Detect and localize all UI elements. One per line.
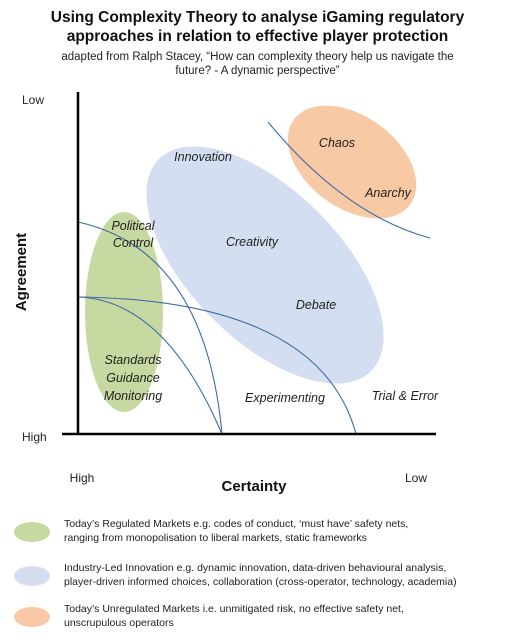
legend-unregulated-line2: unscrupulous operators [64,616,174,629]
guidance-label: Guidance [106,371,160,385]
standards-label: Standards [105,353,162,367]
x-axis-high-label: High [70,471,95,485]
diagram-subtitle: adapted from Ralph Stacey, “How can comp… [0,50,515,78]
monitoring-label: Monitoring [104,389,162,403]
legend-industry-line1: Industry-Led Innovation e.g. dynamic inn… [64,562,447,574]
political-label-line2: Control [113,236,155,250]
middle-boundary-curve [77,296,223,435]
legend-industry-line2: player-driven informed choices, collabor… [64,575,457,588]
political-label-line1: Political [111,219,155,233]
outer-boundary-curve [77,296,357,435]
blue-zone-ellipse [146,146,384,384]
inner-boundary-curve [77,221,223,435]
anarchy-label: Anarchy [364,186,412,200]
green-zone-ellipse [85,212,163,412]
blue-swatch-icon [14,565,50,586]
subtitle-line-2: future? - A dynamic perspective” [175,65,340,77]
x-axis-low-label: Low [405,471,427,485]
trial-error-label: Trial & Error [372,389,439,403]
legend-unregulated-line1: Today’s Unregulated Markets i.e. unmitig… [64,603,404,615]
chaos-label: Chaos [319,136,355,150]
y-axis-low-label: Low [22,93,44,107]
experimenting-label: Experimenting [245,391,325,405]
innovation-label: Innovation [174,150,232,164]
diagram-title: Using Complexity Theory to analyse iGami… [0,8,515,46]
legend-item-regulated: Today’s Regulated Markets e.g. codes of … [14,518,509,545]
x-axis-title: Certainty [221,478,287,495]
y-axis-high-label: High [22,430,47,444]
creativity-label: Creativity [226,235,279,249]
legend-item-unregulated: Today’s Unregulated Markets i.e. unmitig… [14,603,509,630]
green-swatch-icon [14,521,50,542]
legend-item-industry: Industry-Led Innovation e.g. dynamic inn… [14,562,509,589]
debate-label: Debate [296,298,336,312]
subtitle-line-1: adapted from Ralph Stacey, “How can comp… [61,51,454,63]
stacey-matrix: Low High Agreement High Low Certainty Ch… [13,92,439,495]
chaos-boundary-curve [267,121,431,239]
title-line-1: Using Complexity Theory to analyse iGami… [50,9,465,26]
orange-zone-ellipse [287,105,417,219]
y-axis-title: Agreement [13,233,30,311]
legend-regulated-line2: ranging from monopolisation to liberal m… [64,531,367,544]
legend-regulated-line1: Today’s Regulated Markets e.g. codes of … [64,518,409,530]
title-line-2: approaches in relation to effective play… [66,28,449,45]
orange-swatch-icon [14,606,50,627]
